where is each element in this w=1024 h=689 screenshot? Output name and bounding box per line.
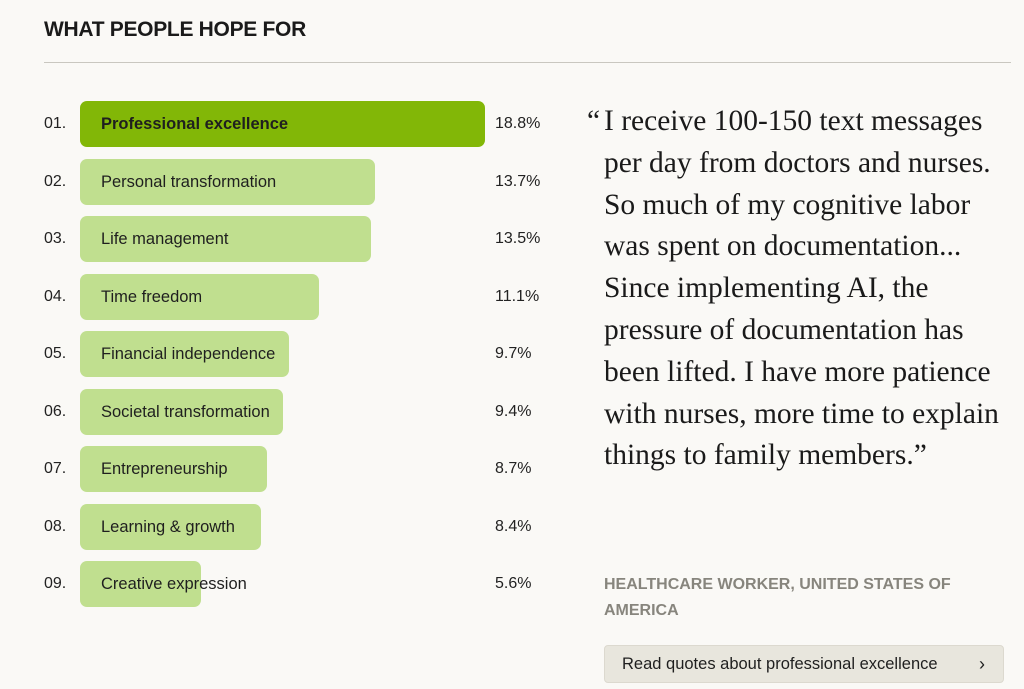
rank-label: 01. bbox=[44, 115, 67, 132]
category-label: Life management bbox=[101, 230, 229, 248]
quote-text: I receive 100-150 text messages per day … bbox=[604, 105, 999, 472]
bar-row[interactable]: 03. Life management 13.5% bbox=[44, 216, 564, 262]
bar-row[interactable]: 04. Time freedom 11.1% bbox=[44, 273, 564, 320]
read-quotes-button[interactable]: Read quotes about professional excellenc… bbox=[604, 645, 1004, 683]
value-label: 5.6% bbox=[495, 575, 532, 592]
bar[interactable] bbox=[80, 101, 485, 147]
value-label: 13.7% bbox=[495, 172, 541, 190]
bar[interactable] bbox=[80, 331, 289, 377]
read-quotes-label: Read quotes about professional excellenc… bbox=[622, 655, 938, 673]
rank-label: 04. bbox=[44, 287, 67, 305]
category-label: Time freedom bbox=[101, 287, 203, 306]
bar-row[interactable]: 06. Societal transformation 9.4% bbox=[44, 388, 564, 435]
category-label: Financial independence bbox=[101, 345, 276, 363]
bar-row[interactable]: 01. Professional excellence 18.8% bbox=[44, 101, 564, 147]
bar-row[interactable]: 05. Financial independence 9.7% bbox=[44, 331, 564, 377]
value-label: 8.4% bbox=[495, 517, 532, 535]
rank-label: 02. bbox=[44, 172, 67, 190]
category-label: Professional excellence bbox=[101, 115, 289, 133]
bar[interactable] bbox=[80, 216, 371, 262]
bar[interactable] bbox=[80, 446, 268, 492]
category-label: Personal transformation bbox=[101, 172, 277, 191]
bar[interactable] bbox=[80, 158, 376, 205]
value-label: 13.5% bbox=[495, 230, 541, 247]
bar-row[interactable]: 09. Creative expression 5.6% bbox=[44, 561, 564, 607]
bar[interactable] bbox=[80, 503, 261, 550]
rank-label: 07. bbox=[44, 460, 67, 477]
value-label: 11.1% bbox=[495, 287, 540, 305]
bar-row[interactable]: 02. Personal transformation 13.7% bbox=[44, 158, 564, 205]
quote: “ I receive 100-150 text messages per da… bbox=[587, 101, 1019, 477]
value-label: 9.4% bbox=[495, 402, 532, 420]
value-label: 8.7% bbox=[495, 460, 532, 477]
bar-row[interactable]: 07. Entrepreneurship 8.7% bbox=[44, 446, 564, 492]
category-label: Entrepreneurship bbox=[101, 460, 228, 478]
value-label: 18.8% bbox=[495, 115, 541, 132]
category-label: Creative expression bbox=[101, 575, 247, 593]
bar-row[interactable]: 08. Learning & growth 8.4% bbox=[44, 503, 564, 550]
chevron-right-icon: › bbox=[979, 654, 985, 674]
rank-label: 03. bbox=[44, 230, 67, 247]
section-title: WHAT PEOPLE HOPE FOR bbox=[44, 18, 306, 41]
rank-label: 05. bbox=[44, 345, 67, 362]
bar[interactable] bbox=[80, 561, 201, 607]
rank-label: 06. bbox=[44, 402, 67, 420]
divider bbox=[44, 62, 1011, 63]
bar-chart: 01. Professional excellence 18.8% 02. Person… bbox=[44, 101, 564, 619]
rank-label: 08. bbox=[44, 517, 67, 535]
rank-label: 09. bbox=[44, 575, 67, 592]
value-label: 9.7% bbox=[495, 345, 532, 362]
category-label: Learning & growth bbox=[101, 517, 235, 536]
quote-open-mark: “ bbox=[587, 105, 601, 137]
category-label: Societal transformation bbox=[101, 402, 270, 421]
bar[interactable] bbox=[80, 273, 320, 320]
bar[interactable] bbox=[80, 388, 283, 435]
quote-attribution: HEALTHCARE WORKER, UNITED STATES OF AMER… bbox=[604, 576, 951, 619]
